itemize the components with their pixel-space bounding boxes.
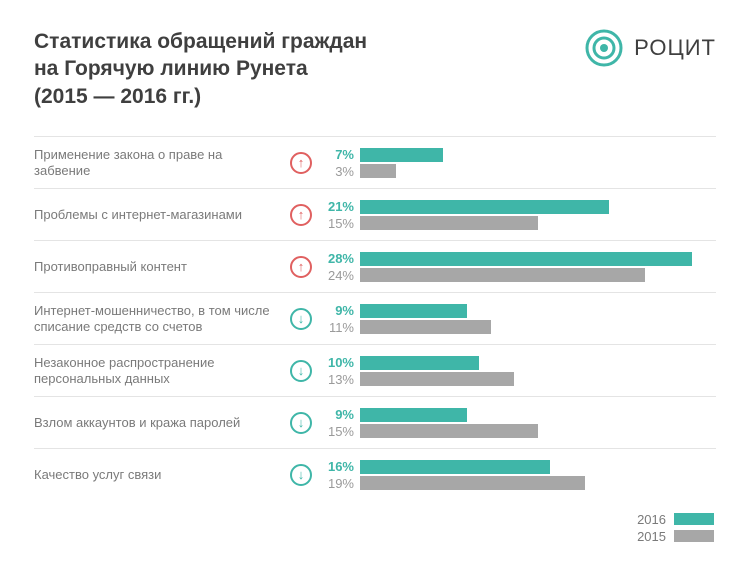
page-title: Статистика обращений граждан на Горячую …	[34, 28, 367, 110]
arrow-down-icon: ↓	[284, 360, 318, 382]
row-label: Незаконное распространение персональных …	[34, 355, 284, 388]
logo: РОЦИТ	[584, 28, 716, 68]
value-2016: 7%	[335, 147, 354, 162]
bars-wrap: 10%13%	[318, 355, 716, 387]
legend-item-2015: 2015	[637, 529, 714, 544]
arrow-down-icon: ↓	[284, 308, 318, 330]
row-label: Проблемы с интернет-магазинами	[34, 207, 284, 223]
arrow-up-icon: ↑	[284, 204, 318, 226]
legend-swatch-2015	[674, 530, 714, 542]
legend-label: 2016	[637, 512, 666, 527]
bar-2016	[360, 252, 692, 266]
bars-wrap: 7%3%	[318, 147, 716, 179]
value-2015: 11%	[329, 320, 354, 335]
bar-2016	[360, 200, 609, 214]
row-label: Применение закона о праве на забвение	[34, 147, 284, 180]
chart-row: Проблемы с интернет-магазинами↑21%15%	[34, 188, 716, 240]
bars	[360, 252, 716, 282]
bar-2015	[360, 268, 645, 282]
bars-wrap: 9%15%	[318, 407, 716, 439]
bar-2015	[360, 424, 538, 438]
chart-row: Незаконное распространение персональных …	[34, 344, 716, 396]
header: Статистика обращений граждан на Горячую …	[34, 28, 716, 110]
legend-item-2016: 2016	[637, 512, 714, 527]
chart-row: Качество услуг связи↓16%19%	[34, 448, 716, 500]
legend: 2016 2015	[34, 512, 716, 544]
row-label: Качество услуг связи	[34, 467, 284, 483]
bar-2016	[360, 148, 443, 162]
value-labels: 9%15%	[318, 407, 360, 439]
arrow-down-icon: ↓	[284, 464, 318, 486]
legend-label: 2015	[637, 529, 666, 544]
bar-2015	[360, 164, 396, 178]
bar-2016	[360, 304, 467, 318]
bars-wrap: 28%24%	[318, 251, 716, 283]
value-2016: 16%	[328, 459, 354, 474]
bars	[360, 408, 716, 438]
bar-2016	[360, 408, 467, 422]
value-labels: 28%24%	[318, 251, 360, 283]
value-2015: 24%	[328, 268, 354, 283]
value-2016: 10%	[328, 355, 354, 370]
row-label: Противоправный контент	[34, 259, 284, 275]
bars	[360, 460, 716, 490]
value-2015: 3%	[335, 164, 354, 179]
value-2015: 15%	[328, 216, 354, 231]
value-2015: 13%	[328, 372, 354, 387]
bar-2016	[360, 356, 479, 370]
bars	[360, 356, 716, 386]
value-labels: 16%19%	[318, 459, 360, 491]
target-icon	[584, 28, 624, 68]
chart-row: Взлом аккаунтов и кража паролей↓9%15%	[34, 396, 716, 448]
bar-2015	[360, 216, 538, 230]
bar-2015	[360, 320, 491, 334]
value-labels: 7%3%	[318, 147, 360, 179]
value-labels: 10%13%	[318, 355, 360, 387]
value-2015: 15%	[328, 424, 354, 439]
legend-swatch-2016	[674, 513, 714, 525]
logo-text: РОЦИТ	[634, 35, 716, 61]
arrow-down-icon: ↓	[284, 412, 318, 434]
bars-wrap: 21%15%	[318, 199, 716, 231]
bar-2016	[360, 460, 550, 474]
value-2016: 9%	[335, 407, 354, 422]
row-label: Интернет-мошенничество, в том числе спис…	[34, 303, 284, 336]
value-2016: 21%	[328, 199, 354, 214]
bars	[360, 148, 716, 178]
value-2016: 28%	[328, 251, 354, 266]
value-labels: 9%11%	[318, 303, 360, 335]
arrow-up-icon: ↑	[284, 152, 318, 174]
value-2015: 19%	[328, 476, 354, 491]
bars	[360, 304, 716, 334]
bar-chart: Применение закона о праве на забвение↑7%…	[34, 136, 716, 500]
arrow-up-icon: ↑	[284, 256, 318, 278]
bars-wrap: 9%11%	[318, 303, 716, 335]
bar-2015	[360, 476, 585, 490]
chart-row: Применение закона о праве на забвение↑7%…	[34, 136, 716, 188]
bars	[360, 200, 716, 230]
bars-wrap: 16%19%	[318, 459, 716, 491]
chart-row: Интернет-мошенничество, в том числе спис…	[34, 292, 716, 344]
row-label: Взлом аккаунтов и кража паролей	[34, 415, 284, 431]
value-2016: 9%	[335, 303, 354, 318]
bar-2015	[360, 372, 514, 386]
value-labels: 21%15%	[318, 199, 360, 231]
chart-row: Противоправный контент↑28%24%	[34, 240, 716, 292]
